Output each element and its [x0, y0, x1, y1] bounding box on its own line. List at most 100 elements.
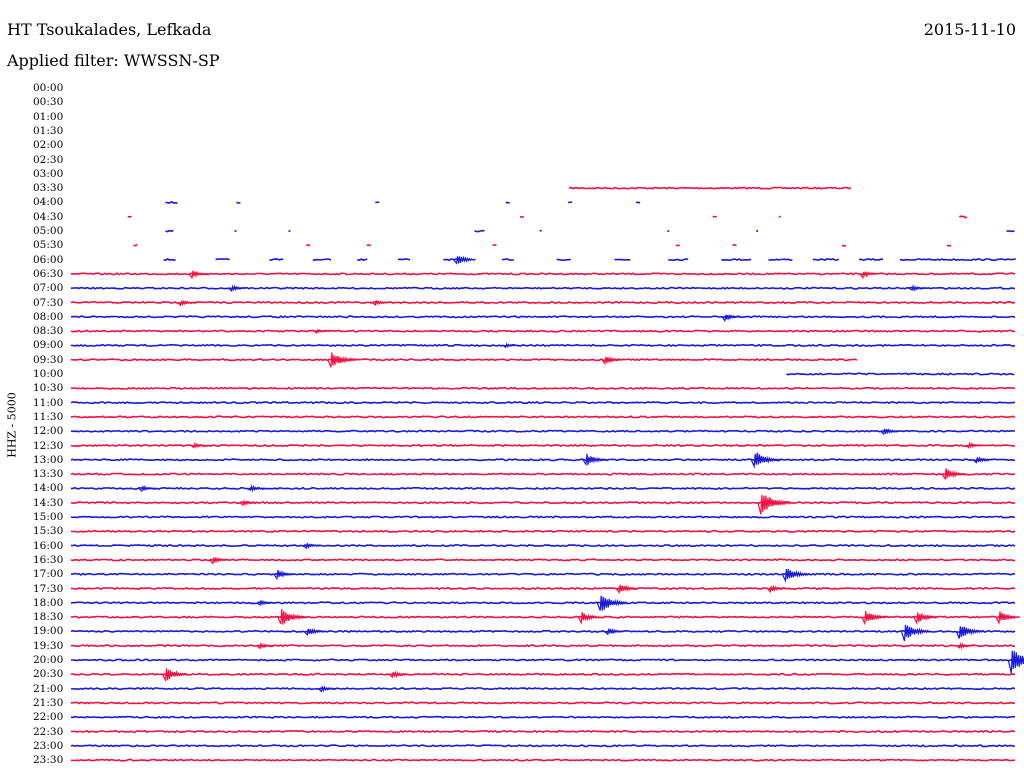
trace-segment: [539, 229, 542, 232]
time-label: 13:30: [33, 468, 64, 481]
seismic-event: [955, 626, 984, 639]
seismic-event: [188, 270, 209, 280]
seismic-event: [859, 271, 880, 280]
time-label: 02:00: [33, 139, 64, 152]
trace-segment: [70, 300, 1016, 305]
seismic-event: [277, 608, 308, 625]
seismic-event: [908, 283, 927, 293]
trace-segment: [70, 386, 1016, 390]
seismic-event: [721, 313, 742, 323]
trace-segment: [70, 315, 1016, 319]
trace-row: [70, 428, 1015, 436]
trace-row: [70, 543, 1016, 550]
trace-row: [70, 701, 1016, 705]
trace-row: [70, 328, 1015, 334]
seismic-event: [900, 624, 931, 642]
trace-row: [70, 595, 1016, 611]
time-label: 12:00: [33, 425, 64, 438]
filter-label: Applied filter: WWSSN-SP: [7, 51, 220, 70]
trace-segment: [70, 601, 1016, 605]
seismic-event: [941, 468, 967, 481]
time-label: 14:30: [33, 496, 64, 509]
trace-segment: [236, 201, 241, 204]
trace-segment: [70, 629, 1016, 634]
trace-row: [568, 186, 852, 190]
time-label: 06:30: [33, 267, 64, 280]
trace-segment: [712, 215, 717, 218]
trace-row: [70, 668, 1016, 683]
trace-segment: [668, 258, 689, 262]
seismic-event: [750, 452, 781, 469]
time-label: 14:00: [33, 482, 64, 495]
seismic-event: [228, 284, 246, 293]
trace-segment: [70, 458, 1016, 462]
trace-segment: [70, 758, 1016, 762]
seismic-event: [995, 611, 1021, 625]
trace-segment: [70, 343, 1016, 348]
trace-segment: [812, 258, 840, 262]
time-label: 21:30: [33, 696, 64, 709]
seismic-event: [239, 499, 258, 507]
trace-segment: [946, 244, 952, 247]
trace-row: [127, 215, 968, 219]
time-label: 19:30: [33, 639, 64, 652]
seismic-event: [757, 495, 792, 515]
seismic-event: [317, 685, 336, 693]
trace-segment: [70, 429, 1015, 433]
seismic-event: [577, 612, 601, 625]
trace-segment: [165, 200, 178, 204]
trace-segment: [312, 258, 332, 262]
trace-segment: [70, 515, 1016, 519]
trace-row: [70, 624, 1016, 642]
time-label: 08:00: [33, 310, 64, 323]
trace-row: [786, 372, 1015, 376]
trace-segment: [70, 472, 1016, 476]
trace-segment: [133, 243, 138, 247]
time-label: 10:30: [33, 382, 64, 395]
time-label: 05:00: [33, 225, 64, 237]
seismic-event: [302, 543, 321, 550]
time-label: 13:00: [33, 453, 64, 466]
seismic-event: [371, 299, 390, 306]
time-label: 22:00: [33, 711, 64, 724]
trace-segment: [163, 257, 176, 262]
time-label: 20:30: [33, 668, 64, 681]
trace-segment: [70, 272, 1016, 276]
seismic-event: [177, 299, 195, 307]
seismic-event: [781, 568, 810, 583]
trace-segment: [70, 729, 1016, 734]
seismic-event: [972, 455, 993, 464]
seismic-event: [615, 584, 639, 594]
seismic-event: [453, 255, 476, 265]
time-label: 17:30: [33, 582, 64, 595]
trace-segment: [70, 701, 1016, 705]
trace-row: [133, 243, 952, 247]
trace-row: [70, 608, 1021, 626]
time-label: 07:30: [33, 296, 64, 309]
trace-segment: [70, 544, 1016, 548]
trace-segment: [71, 658, 1015, 662]
time-label: 04:30: [33, 210, 64, 223]
trace-row: [70, 515, 1016, 519]
time-label: 11:30: [33, 410, 64, 423]
seismic-event: [502, 342, 519, 349]
time-label: 19:00: [33, 625, 64, 638]
seismic-event: [766, 584, 787, 594]
trace-row: [70, 400, 1016, 405]
trace-row: [71, 584, 1016, 594]
trace-row: [70, 468, 1016, 481]
trace-segment: [70, 572, 1016, 576]
time-label: 04:00: [33, 196, 64, 209]
trace-segment: [357, 258, 368, 262]
time-label: 07:00: [33, 282, 64, 295]
trace-segment: [215, 258, 230, 261]
trace-segment: [70, 644, 1015, 648]
seismic-event: [327, 352, 358, 368]
trace-row: [165, 229, 1015, 233]
time-label: 15:30: [33, 525, 64, 538]
trace-segment: [786, 372, 1015, 376]
trace-segment: [70, 744, 1016, 748]
trace-row: [70, 758, 1016, 762]
time-label: 17:00: [33, 568, 64, 581]
time-label: 03:30: [33, 182, 64, 195]
